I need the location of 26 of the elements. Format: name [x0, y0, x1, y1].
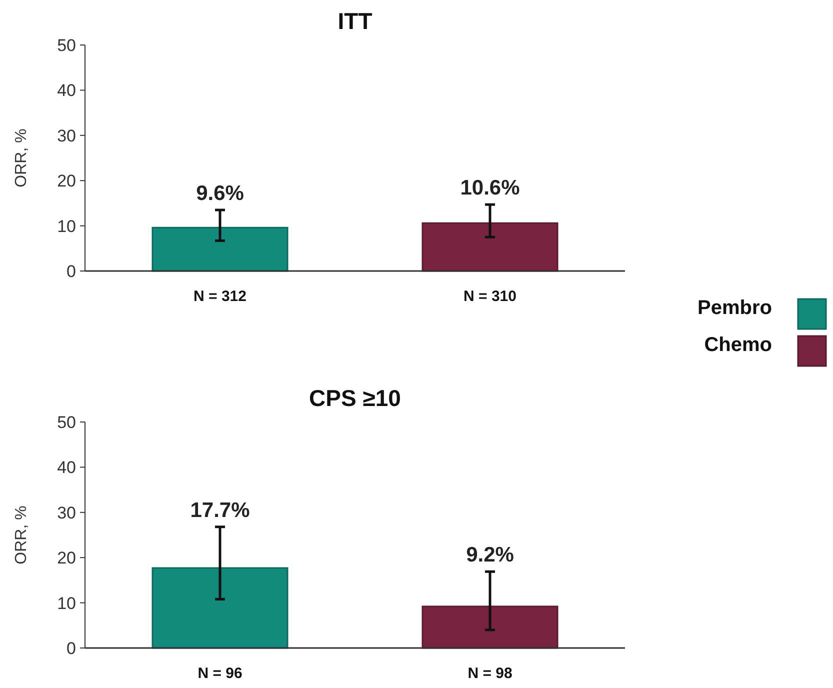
chart-title: CPS ≥10	[309, 385, 401, 411]
data-label: 9.2%	[466, 544, 514, 567]
y-tick-label: 20	[57, 172, 76, 191]
y-tick-label: 30	[57, 126, 76, 146]
y-tick-label: 50	[57, 412, 76, 432]
data-label: 17.7%	[190, 498, 250, 522]
y-tick-label: 10	[57, 216, 76, 236]
y-tick-label: 20	[57, 548, 76, 568]
data-label: 9.6%	[196, 182, 244, 205]
y-tick-label: 0	[66, 638, 76, 658]
y-axis-title: ORR, %	[13, 506, 30, 564]
x-tick-label: N = 98	[468, 665, 512, 682]
legend-label: Chemo	[704, 334, 772, 356]
x-tick-label: N = 310	[464, 288, 516, 305]
y-tick-label: 40	[57, 458, 76, 478]
y-tick-label: 0	[66, 262, 76, 281]
legend-label: Pembro	[698, 297, 772, 319]
chart-title: ITT	[338, 8, 372, 34]
y-tick-label: 30	[57, 503, 76, 522]
data-label: 10.6%	[460, 176, 520, 200]
x-tick-label: N = 96	[198, 665, 242, 682]
x-tick-label: N = 312	[194, 288, 246, 305]
y-tick-label: 50	[57, 36, 76, 55]
y-axis-title: ORR, %	[13, 128, 30, 188]
y-tick-label: 40	[57, 81, 76, 100]
y-tick-label: 10	[57, 594, 76, 613]
